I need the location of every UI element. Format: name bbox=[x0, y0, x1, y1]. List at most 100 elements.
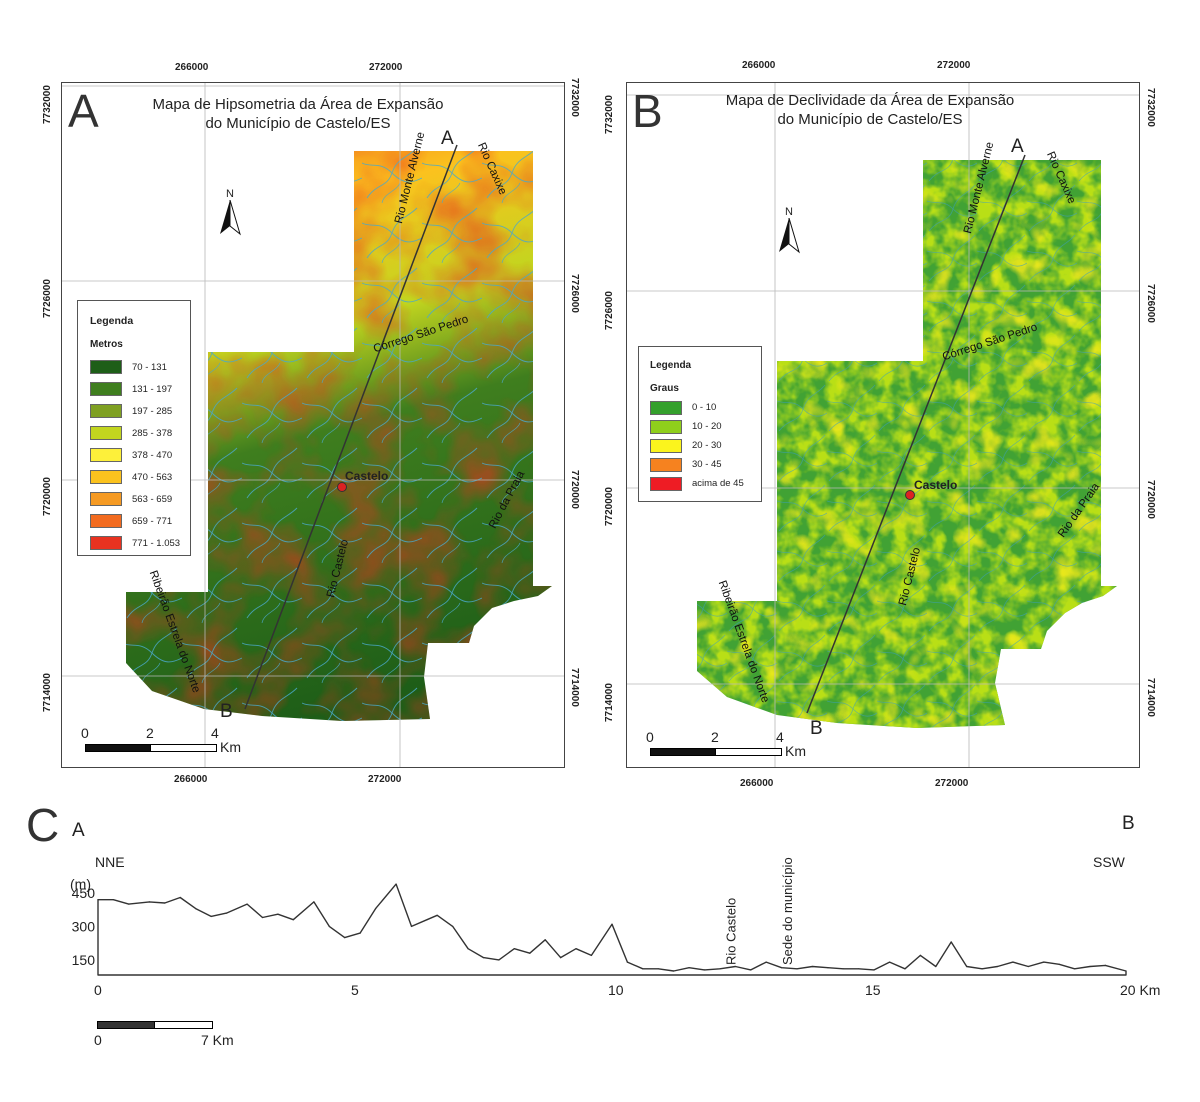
graticule bbox=[627, 83, 1139, 767]
legend-swatch bbox=[650, 457, 682, 472]
profile-label-end: B bbox=[810, 718, 823, 739]
legend-label: 20 - 30 bbox=[692, 440, 722, 451]
city-label: Castelo bbox=[345, 469, 389, 483]
profile-point bbox=[436, 914, 438, 916]
profile-point bbox=[1074, 968, 1076, 970]
legend-label: 10 - 20 bbox=[692, 421, 722, 432]
profile-point bbox=[359, 932, 361, 934]
coord-left-7726000: 7726000 bbox=[604, 291, 615, 330]
profile-point bbox=[950, 941, 952, 943]
profile-label-start: A bbox=[1011, 136, 1024, 157]
profile-point bbox=[642, 968, 644, 970]
profile-point bbox=[410, 925, 413, 927]
legend-swatch bbox=[90, 514, 122, 528]
profile-point bbox=[426, 919, 428, 921]
y-tick-label: 300 bbox=[72, 918, 96, 934]
profile-point bbox=[673, 970, 675, 972]
direction-end: SSW bbox=[1093, 854, 1125, 870]
legend-label: 30 - 45 bbox=[692, 459, 722, 470]
profile-point bbox=[1027, 965, 1029, 968]
profile-point bbox=[375, 908, 377, 910]
coord-top-266000: 266000 bbox=[742, 60, 776, 71]
profile-point bbox=[1104, 964, 1106, 966]
profile-point bbox=[935, 965, 937, 968]
legend-label: 70 - 131 bbox=[132, 361, 167, 373]
profile-point bbox=[919, 954, 922, 956]
hypsometry-map-panel bbox=[61, 82, 565, 768]
legend-swatch bbox=[90, 448, 122, 462]
profile-annotation: Sede do município bbox=[780, 857, 795, 965]
legend-item: 197 - 285 bbox=[90, 400, 190, 422]
scale-label-2: 2 bbox=[711, 729, 719, 745]
profile-point bbox=[210, 915, 212, 917]
legend-swatch bbox=[650, 438, 682, 453]
profile-point bbox=[112, 899, 114, 901]
hypsometry-map-title: Mapa de Hipsometria da Área de Expansão … bbox=[152, 96, 444, 132]
profile-point bbox=[750, 969, 752, 971]
panel-letter-c: C bbox=[26, 799, 60, 851]
profile-point bbox=[734, 965, 737, 968]
legend-swatch bbox=[90, 536, 122, 550]
profile-line-ab bbox=[244, 144, 458, 710]
profile-end-letter: B bbox=[1122, 813, 1135, 834]
scale-label-4: 4 bbox=[776, 729, 784, 745]
profile-point bbox=[560, 957, 562, 959]
coord-right-7714000: 7714000 bbox=[1145, 678, 1156, 717]
legend-label: 771 - 1.053 bbox=[132, 537, 181, 549]
profile-start-letter: A bbox=[72, 820, 85, 841]
profile-point bbox=[452, 925, 454, 927]
profile-label-end: B bbox=[220, 701, 233, 722]
slope-map-svg bbox=[627, 83, 1139, 767]
profile-point bbox=[889, 961, 891, 963]
profile-point bbox=[1125, 970, 1127, 972]
profile-point bbox=[904, 968, 906, 970]
x-tick-label: 5 bbox=[351, 982, 359, 998]
legend-swatch bbox=[90, 360, 122, 374]
coord-right-7726000: 7726000 bbox=[569, 274, 580, 313]
coord-bottom-272000: 272000 bbox=[368, 774, 402, 785]
legend-swatch bbox=[650, 400, 682, 415]
legend-swatch bbox=[650, 419, 682, 434]
legend-label: 378 - 470 bbox=[132, 449, 173, 461]
profile-point bbox=[590, 954, 593, 956]
scale-label-4: 4 bbox=[211, 725, 219, 741]
legend-label: 659 - 771 bbox=[132, 515, 173, 527]
profile-point bbox=[292, 919, 294, 921]
profile-point bbox=[328, 925, 330, 927]
legend-swatch bbox=[90, 470, 122, 484]
profile-point bbox=[1043, 961, 1045, 963]
legend-item: 20 - 30 bbox=[650, 436, 761, 455]
profile-point bbox=[529, 952, 531, 954]
scale-label-0: 0 bbox=[81, 725, 89, 741]
legend-label: 470 - 563 bbox=[132, 471, 173, 483]
slope-map-panel bbox=[626, 82, 1140, 768]
profile-point bbox=[97, 899, 99, 901]
coord-top-272000: 272000 bbox=[937, 60, 971, 71]
profile-point bbox=[246, 903, 248, 905]
legend-label: 131 - 197 bbox=[132, 383, 173, 395]
coord-bottom-266000: 266000 bbox=[174, 774, 208, 785]
scale-label-km: Km bbox=[785, 743, 806, 759]
coord-right-7732000: 7732000 bbox=[1145, 88, 1156, 127]
legend-item: 659 - 771 bbox=[90, 510, 190, 532]
legend-item: 470 - 563 bbox=[90, 466, 190, 488]
coord-right-7720000: 7720000 bbox=[569, 470, 580, 509]
city-label: Castelo bbox=[914, 478, 958, 492]
profile-point bbox=[858, 968, 860, 970]
legend-item: 563 - 659 bbox=[90, 488, 190, 510]
elevation-profile-line bbox=[97, 883, 1127, 976]
profile-label-start: A bbox=[441, 128, 454, 149]
elevation-profile-chart: 450 300 150 0 5 10 15 20 Km Rio Castelo Sede do m… bbox=[72, 857, 1161, 998]
profile-point bbox=[966, 965, 968, 968]
hypsometry-map-svg bbox=[62, 83, 564, 767]
coord-right-7726000: 7726000 bbox=[1145, 284, 1156, 323]
profile-point bbox=[225, 912, 228, 914]
profile-point bbox=[719, 968, 721, 970]
legend-subtitle: Metros bbox=[90, 339, 123, 350]
coord-right-7720000: 7720000 bbox=[1145, 480, 1156, 519]
hypsometry-legend: Legenda Metros 70 - 131 131 - 197 197 - 28… bbox=[77, 300, 191, 556]
profile-point bbox=[703, 969, 706, 971]
profile-scale-7km: 7 Km bbox=[201, 1032, 234, 1048]
profile-point bbox=[796, 968, 798, 970]
legend-item: 131 - 197 bbox=[90, 378, 190, 400]
